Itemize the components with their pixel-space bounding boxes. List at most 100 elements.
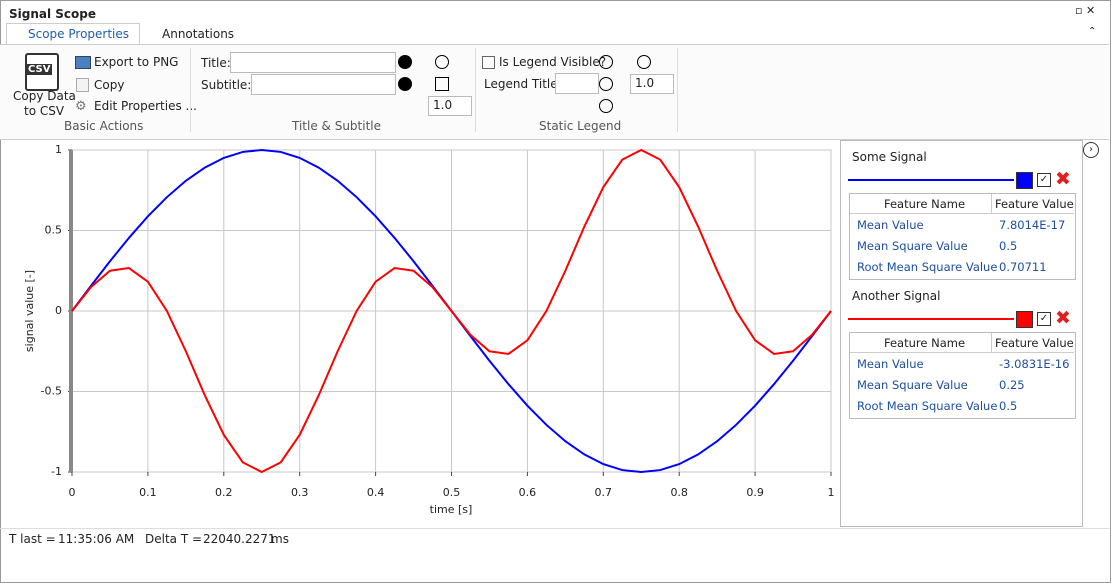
x-tick-label: 0.3 <box>291 486 309 499</box>
spinner[interactable] <box>630 74 674 94</box>
checkbox[interactable] <box>482 56 495 69</box>
separator <box>475 48 476 132</box>
table-col-line <box>991 194 992 213</box>
x-tick-label: 0.9 <box>746 486 764 499</box>
feature-name: Mean Square Value <box>857 239 968 253</box>
style-picker[interactable] <box>637 55 651 69</box>
group-label: Basic Actions <box>64 119 144 133</box>
x-axis-label: time [s] <box>430 503 473 516</box>
tab-active[interactable] <box>6 23 140 46</box>
field-label: Subtitle: <box>201 78 252 92</box>
x-tick-label: 0.2 <box>215 486 233 499</box>
csv-icon-text: CSV <box>26 64 53 75</box>
button-label[interactable]: Export to PNG <box>94 55 179 69</box>
tab[interactable]: Annotations <box>162 27 235 41</box>
feature-table <box>849 193 1076 280</box>
legend-swatch[interactable] <box>1016 172 1033 189</box>
spinner-value[interactable]: 1.0 <box>635 76 655 90</box>
feature-name: Mean Value <box>857 218 924 232</box>
button-label[interactable]: to CSV <box>24 104 65 118</box>
separator <box>0 528 1109 529</box>
legend-name: Another Signal <box>852 289 941 303</box>
style-picker[interactable] <box>599 77 613 91</box>
ribbon <box>0 44 1109 140</box>
y-axis-label: signal value [-] <box>23 270 36 352</box>
color-picker[interactable] <box>398 77 412 91</box>
style-picker[interactable] <box>435 77 449 91</box>
gear-icon: ⚙ <box>75 99 87 114</box>
x-tick-label: 0.5 <box>443 486 461 499</box>
status-label: T last = <box>9 532 56 546</box>
table-col-line <box>991 333 992 352</box>
checkbox-label[interactable]: Is Legend Visible? <box>499 55 607 69</box>
x-tick-label: 0.8 <box>670 486 688 499</box>
button-label[interactable]: Edit Properties ... <box>94 99 197 113</box>
copy-icon <box>76 78 89 92</box>
feature-name: Mean Value <box>857 357 924 371</box>
table-header-line <box>850 352 1074 353</box>
spinner[interactable] <box>428 96 472 116</box>
legend-checkbox[interactable]: ✓ <box>1037 312 1051 326</box>
x-tick-label: 1 <box>828 486 835 499</box>
feature-value: 0.5 <box>999 399 1018 413</box>
table-header: Feature Name <box>884 197 966 211</box>
feature-name: Root Mean Square Value <box>857 399 998 413</box>
status-value: 22040.2271 <box>203 532 276 546</box>
x-tick-label: 0.4 <box>367 486 385 499</box>
y-tick-label: -0.5 <box>41 385 62 398</box>
table-header: Feature Name <box>884 336 966 350</box>
x-tick-label: 0 <box>69 486 76 499</box>
field-label: Legend Title: <box>484 77 562 91</box>
separator <box>677 48 678 132</box>
table-header: Feature Value <box>995 197 1074 211</box>
feature-name: Mean Square Value <box>857 378 968 392</box>
x-tick-label: 0.1 <box>139 486 157 499</box>
legend-line <box>848 318 1014 320</box>
table-header-line <box>850 213 1074 214</box>
tab[interactable]: Scope Properties <box>28 27 130 41</box>
y-tick-label: -1 <box>51 465 62 478</box>
legend-line <box>848 179 1014 181</box>
style-picker[interactable] <box>435 55 449 69</box>
y-tick-label: 0.5 <box>45 224 63 237</box>
table-header: Feature Value <box>995 336 1074 350</box>
legend-title-input[interactable] <box>555 73 599 94</box>
legend-swatch[interactable] <box>1016 311 1033 328</box>
feature-value: -3.0831E-16 <box>999 357 1070 371</box>
feature-table <box>849 332 1076 419</box>
spinner-value[interactable]: 1.0 <box>433 98 453 112</box>
y-tick-label: 1 <box>55 143 62 156</box>
button-label[interactable]: Copy Data <box>13 89 76 103</box>
collapse-ribbon[interactable]: ⌃ <box>1088 26 1097 37</box>
legend-checkbox[interactable]: ✓ <box>1037 173 1051 187</box>
group-label: Title & Subtitle <box>292 119 382 133</box>
cursor-bar <box>69 150 73 472</box>
legend-panel <box>840 140 1083 527</box>
button-label[interactable]: Copy <box>94 78 125 92</box>
legend-remove[interactable]: ✖ <box>1055 168 1071 190</box>
series-line <box>71 148 832 474</box>
feature-value: 0.25 <box>999 378 1025 392</box>
feature-name: Root Mean Square Value <box>857 260 998 274</box>
window-title: Signal Scope <box>9 7 97 21</box>
title-input[interactable] <box>230 52 396 73</box>
feature-value: 7.8014E-17 <box>999 218 1066 232</box>
status-value: 11:35:06 AM <box>58 532 135 546</box>
x-tick-label: 0.7 <box>595 486 613 499</box>
status-label: Delta T = <box>145 532 203 546</box>
status-unit: ms <box>271 532 289 546</box>
png-icon <box>75 56 91 69</box>
legend-name: Some Signal <box>852 150 927 164</box>
legend-remove[interactable]: ✖ <box>1055 307 1071 329</box>
color-picker[interactable] <box>398 55 412 69</box>
field-label: Title: <box>201 56 231 70</box>
style-picker[interactable] <box>599 99 613 113</box>
separator <box>190 48 191 132</box>
feature-value: 0.70711 <box>999 260 1047 274</box>
style-picker[interactable] <box>599 55 613 69</box>
y-tick-label: 0 <box>55 304 62 317</box>
expand-button[interactable]: › <box>1083 142 1099 158</box>
subtitle-input[interactable] <box>251 74 396 95</box>
window-controls[interactable]: ▫ ✕ <box>1075 4 1096 17</box>
